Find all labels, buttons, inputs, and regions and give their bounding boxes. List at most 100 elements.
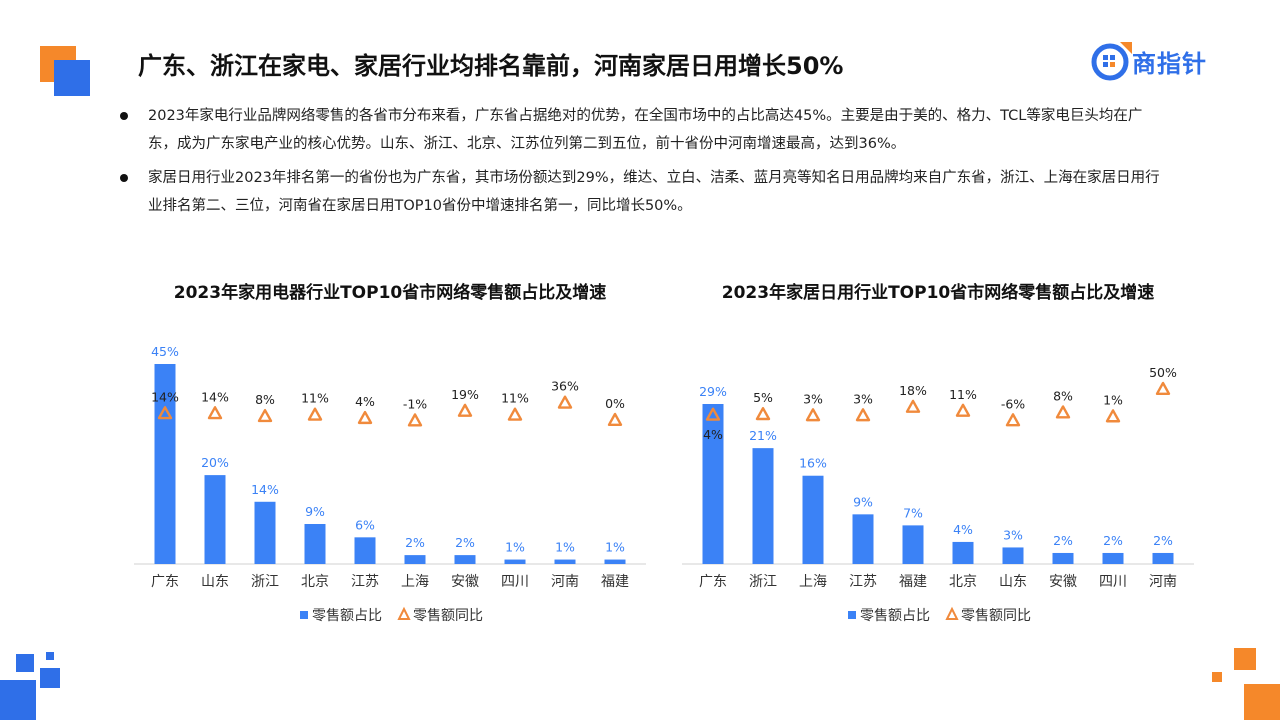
growth-marker-北京 [955,403,971,417]
legend-bar-swatch [300,611,308,619]
bar-label: 6% [355,517,375,532]
bar-福建 [902,525,924,564]
bullet-item: 家居日用行业2023年排名第一的省份也为广东省，其市场份额达到29%，维达、立白… [120,164,1170,220]
bar-label: 1% [555,540,575,555]
deco-orange-square-br1 [1234,648,1256,670]
bar-安徽 [454,555,476,564]
x-tick-label: 四川 [1099,574,1127,590]
bar-label: 16% [799,456,827,471]
growth-label: 1% [1103,392,1123,407]
growth-label: 11% [501,391,529,406]
bar-label: 14% [251,482,279,497]
page-title: 广东、浙江在家电、家居行业均排名靠前，河南家居日用增长50% [138,52,844,80]
chart-title-appliances: 2023年家用电器行业TOP10省市网络零售额占比及增速 [173,283,607,303]
legend-bar-swatch [848,611,856,619]
bar-江苏 [852,514,874,564]
growth-label: 4% [703,427,723,442]
bar-label: 29% [699,384,727,399]
bar-label: 2% [455,535,475,550]
chart-legend: 零售额占比 零售额同比 [848,606,1031,624]
growth-label: 0% [605,396,625,411]
growth-label: 36% [551,379,579,394]
bar-山东 [204,475,226,564]
growth-marker-浙江 [257,408,273,423]
bar-label: 2% [1153,533,1173,548]
bar-河南 [1152,552,1174,564]
growth-label: 19% [451,387,479,402]
legend-triangle-icon [397,606,411,620]
x-tick-label: 山东 [999,574,1027,590]
bullet-dot-icon [120,174,128,182]
bullet-item: 2023年家电行业品牌网络零售的各省市分布来看，广东省占据绝对的优势，在全国市场… [120,102,1170,158]
compass-icon [1091,42,1132,81]
bar-label: 2% [1103,533,1123,548]
chart-legend: 零售额占比 零售额同比 [300,606,483,624]
growth-label: 14% [151,389,179,404]
growth-marker-上海 [805,408,821,422]
growth-marker-福建 [607,412,623,427]
bar-浙江 [254,501,276,564]
legend-label-share: 零售额占比 [860,608,930,624]
x-tick-label: 上海 [401,574,429,590]
bullet-dot-icon [120,112,128,120]
brand-logo [1091,42,1132,81]
chart-appliances: 45% 广东 14% 20% 山东 14% 14% 浙江 8% 9% 北京 11% 6% 江苏 4% 2% 上海… [134,344,646,624]
growth-marker-上海 [407,413,423,427]
deco-blue-square-bl1 [16,654,34,672]
bar-广东 [154,364,176,564]
bar-上海 [802,475,824,564]
x-tick-label: 河南 [1149,574,1177,590]
growth-marker-广东 [157,406,173,420]
bar-四川 [504,559,526,564]
bar-label: 2% [405,535,425,550]
legend-triangle-icon [945,606,959,620]
bar-label: 21% [749,428,777,443]
x-tick-label: 江苏 [351,574,379,590]
x-tick-label: 广东 [699,574,727,590]
growth-marker-安徽 [1055,405,1071,419]
growth-marker-山东 [1005,413,1021,427]
bar-四川 [1102,552,1124,564]
growth-label: -6% [1001,396,1025,411]
growth-marker-安徽 [457,403,473,417]
deco-blue-square-bl2 [46,652,54,660]
growth-marker-江苏 [357,410,373,425]
growth-marker-福建 [905,399,921,413]
deco-blue-square-top [54,60,90,96]
growth-label: 11% [301,391,329,406]
growth-marker-四川 [1105,409,1121,423]
growth-label: 4% [355,394,375,409]
growth-marker-四川 [507,407,523,421]
growth-marker-浙江 [755,406,771,421]
growth-label: 50% [1149,365,1177,380]
summary-bullets: 2023年家电行业品牌网络零售的各省市分布来看，广东省占据绝对的优势，在全国市场… [120,102,1170,226]
bar-label: 45% [151,344,179,359]
chart-home-goods: 29% 广东 4% 21% 浙江 5% 16% 上海 3% 9% 江苏 3% 7% 福建 18% 4% 北京 11… [682,365,1194,624]
bar-山东 [1002,547,1024,564]
bar-label: 1% [505,540,525,555]
x-tick-label: 山东 [201,574,229,590]
growth-label: 3% [853,391,873,406]
x-tick-label: 浙江 [251,574,279,590]
x-tick-label: 安徽 [451,574,479,590]
bar-label: 1% [605,540,625,555]
deco-orange-square-br2 [1212,672,1222,682]
bar-上海 [404,555,426,564]
bullet-text: 家居日用行业2023年排名第一的省份也为广东省，其市场份额达到29%，维达、立白… [148,170,1160,214]
x-tick-label: 四川 [501,574,529,590]
x-tick-label: 浙江 [749,574,777,590]
legend-label-share: 零售额占比 [312,608,382,624]
growth-label: 8% [255,392,275,407]
bar-label: 20% [201,455,229,470]
growth-label: -1% [403,396,427,411]
brand-logo-text: 商指针 [1132,50,1207,78]
deco-blue-square-bl4 [0,680,36,720]
growth-marker-河南 [557,395,573,409]
bar-广东 [702,404,724,564]
bar-label: 2% [1053,533,1073,548]
x-tick-label: 福建 [899,574,927,590]
chart-title-home-goods: 2023年家居日用行业TOP10省市网络零售额占比及增速 [721,283,1155,303]
deco-orange-square-br3 [1244,684,1280,720]
x-tick-label: 广东 [151,574,179,590]
x-tick-label: 安徽 [1049,574,1077,590]
